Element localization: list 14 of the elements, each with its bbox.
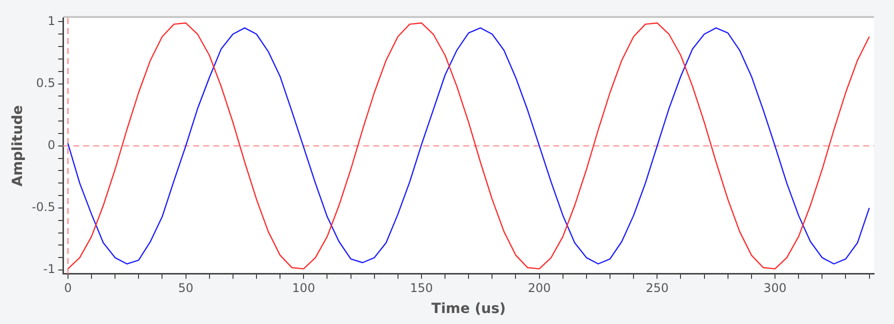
y-tick-label: -1 (43, 262, 56, 276)
x-axis-title: Time (us) (431, 301, 506, 318)
y-tick-label: -0.5 (32, 200, 56, 214)
y-tick-label: 0.5 (36, 76, 56, 90)
y-axis-title: Amplitude (10, 105, 26, 187)
x-tick-label: 0 (64, 281, 72, 296)
x-tick-label: 250 (646, 281, 669, 296)
x-tick-label: 200 (528, 281, 551, 296)
x-tick-label: 150 (410, 281, 433, 296)
y-tick-label: 1 (48, 14, 56, 28)
x-tick-label: 50 (178, 281, 194, 296)
x-tick-label: 100 (292, 281, 316, 296)
y-tick-label: 0 (48, 138, 56, 152)
x-tick-label: 300 (764, 281, 786, 296)
